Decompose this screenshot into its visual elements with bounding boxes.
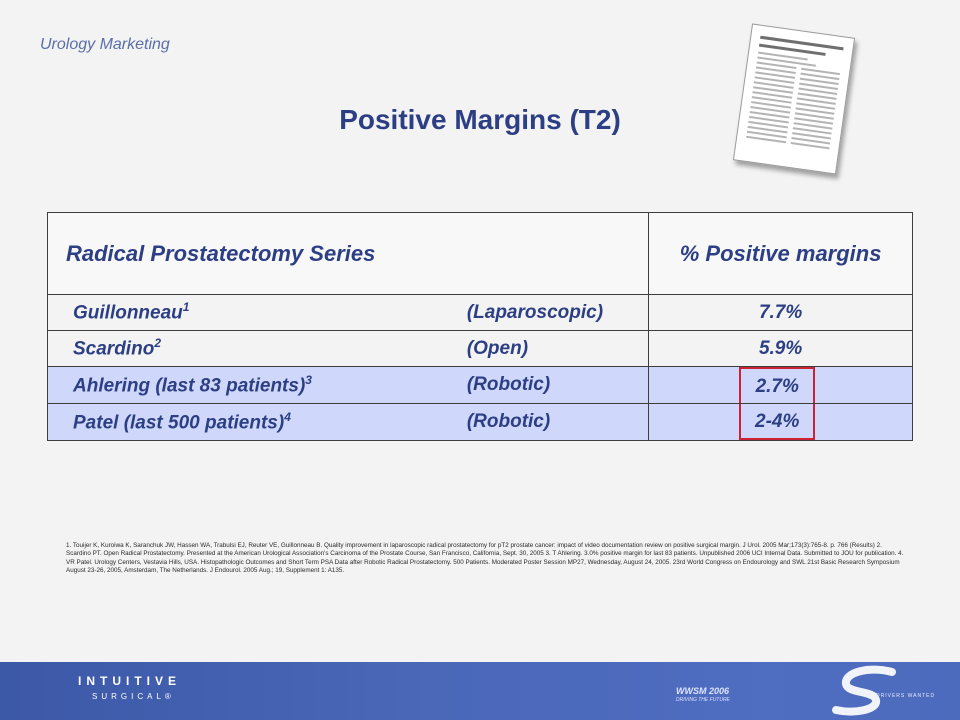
reference-number: 1: [182, 300, 190, 315]
surgical-method: (Robotic): [466, 366, 650, 404]
series-name: Patel (last 500 patients): [73, 412, 285, 434]
positive-margin-value: 7.7%: [648, 294, 913, 331]
table-row: Patel (last 500 patients)4 (Robotic) 2-4…: [46, 403, 913, 441]
highlighted-margin-value: 2-4%: [739, 404, 816, 440]
reference-number: 3: [305, 372, 312, 387]
series-name: Scardino: [73, 338, 155, 360]
column-header-positive-margins: % Positive margins: [648, 212, 913, 295]
reference-number: 4: [284, 409, 291, 424]
series-name: Guillonneau: [73, 302, 183, 324]
header-tag: Urology Marketing: [40, 36, 170, 53]
event-logo: WWSM 2006 DRIVING THE FUTURE: [676, 686, 766, 703]
column-header-series: Radical Prostatectomy Series: [46, 212, 650, 295]
positive-margin-value: 5.9%: [648, 330, 913, 367]
table-row: Ahlering (last 83 patients)3 (Robotic) 2…: [46, 366, 913, 404]
series-name: Ahlering (last 83 patients): [73, 375, 306, 397]
references-footnote: 1. Touijer K, Kuroiwa K, Saranchuk JW, H…: [66, 542, 904, 574]
series-name-cell: Scardino2: [46, 330, 467, 367]
surgical-method: (Laparoscopic): [466, 294, 650, 331]
table-row: Guillonneau1 (Laparoscopic) 7.7%: [46, 294, 913, 331]
event-tagline: DRIVERS WANTED: [876, 693, 936, 699]
swoosh-logo-icon: [832, 665, 896, 716]
table-header-row: Radical Prostatectomy Series % Positive …: [46, 212, 913, 295]
surgical-method: (Open): [466, 330, 650, 367]
table-row: Scardino2 (Open) 5.9%: [46, 330, 913, 367]
series-name-cell: Guillonneau1: [46, 294, 467, 331]
event-title: WWSM 2006: [676, 686, 730, 696]
brand-name: INTUITIVE: [78, 674, 182, 688]
positive-margins-table: Radical Prostatectomy Series % Positive …: [46, 212, 913, 441]
journal-article-thumbnail: [732, 23, 856, 175]
series-name-cell: Ahlering (last 83 patients)3: [46, 366, 467, 404]
brand-subname: SURGICAL®: [92, 692, 175, 701]
intuitive-surgical-logo: INTUITIVE SURGICAL®: [78, 674, 181, 701]
reference-number: 2: [154, 336, 161, 351]
event-subtitle: DRIVING THE FUTURE: [676, 697, 730, 703]
surgical-method: (Robotic): [466, 403, 650, 441]
page-title: Positive Margins (T2): [339, 104, 621, 135]
footer-bar: INTUITIVE SURGICAL® WWSM 2006 DRIVING TH…: [0, 662, 960, 720]
positive-margin-cell: 2.7%: [648, 366, 913, 404]
series-name-cell: Patel (last 500 patients)4: [46, 403, 467, 441]
highlighted-margin-value: 2.7%: [739, 367, 816, 403]
positive-margin-cell: 2-4%: [648, 403, 913, 441]
